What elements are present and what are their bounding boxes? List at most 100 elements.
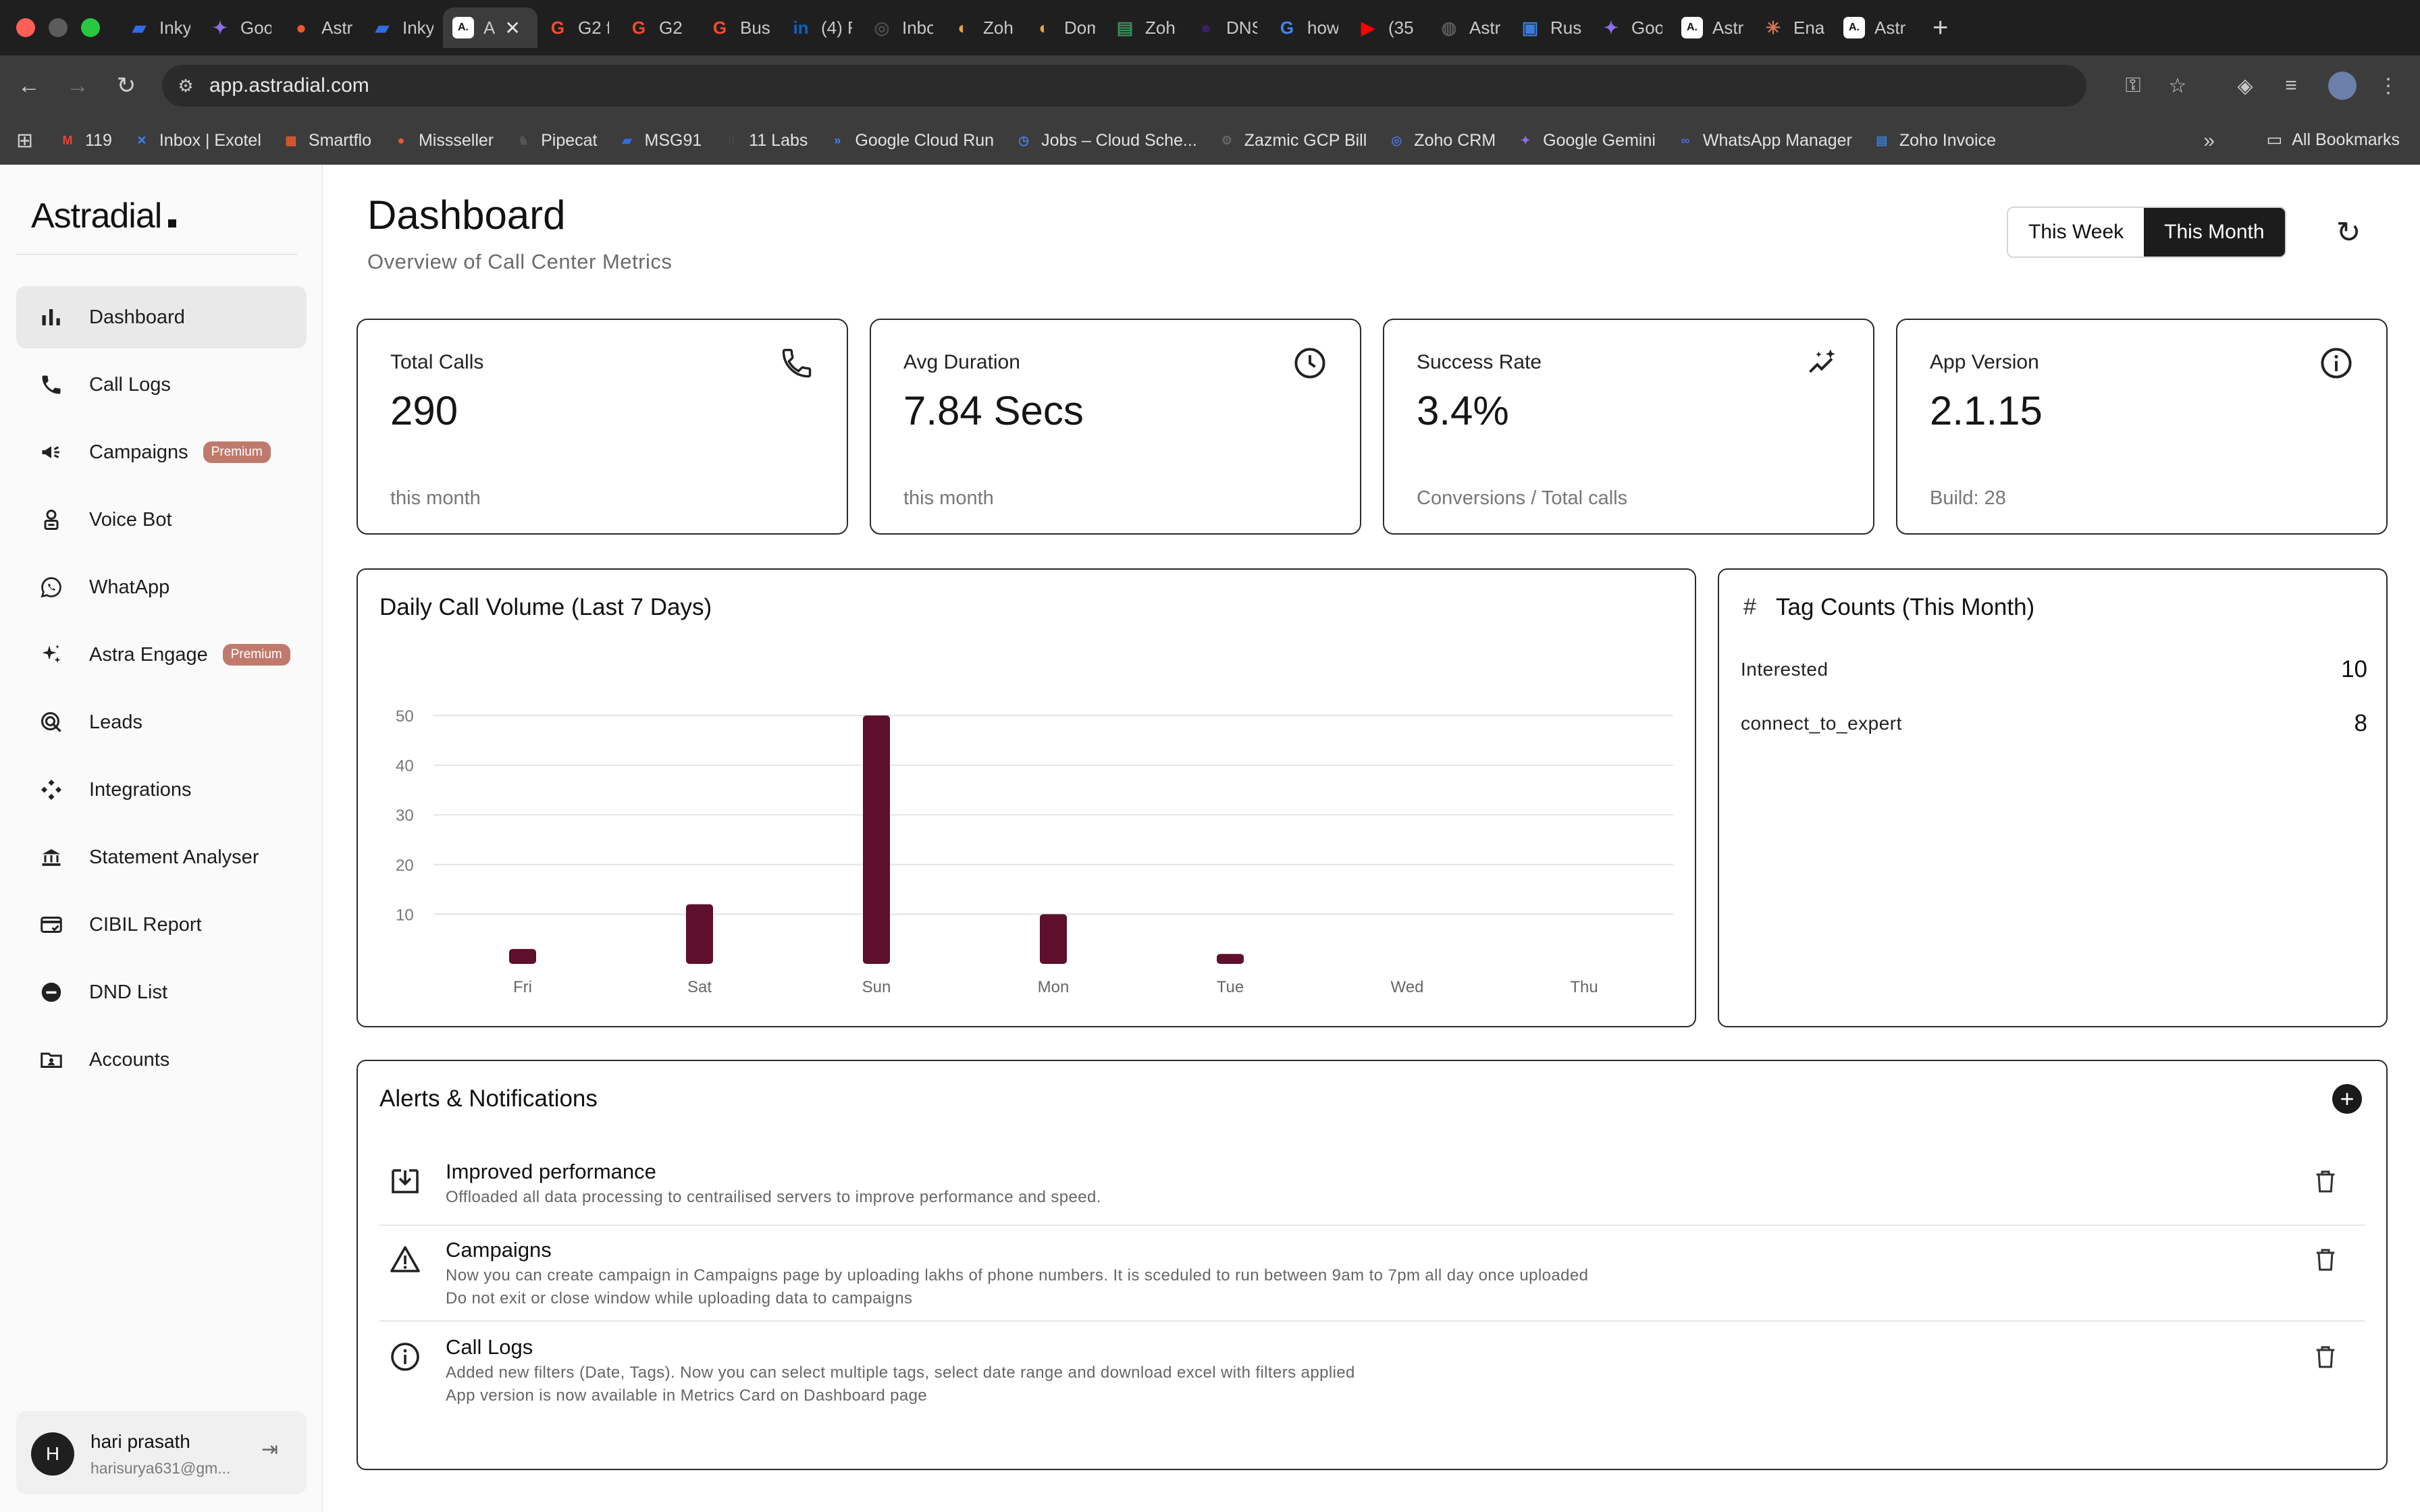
close-tab-icon[interactable]: ✕	[504, 17, 521, 38]
tab-title: Inky	[402, 17, 433, 38]
bar-sat[interactable]	[686, 904, 713, 964]
user-profile[interactable]: H hari prasath harisurya631@gm... ⇥	[16, 1411, 307, 1494]
bar-mon[interactable]	[1040, 914, 1067, 964]
browser-tab[interactable]: ◐ Zoho	[943, 7, 1024, 48]
trend-sparkle-icon	[1804, 344, 1842, 382]
browser-tab[interactable]: ◐ Dom	[1024, 7, 1105, 48]
bookmark-item[interactable]: ▤ Zoho Invoice	[1872, 131, 1996, 151]
bookmark-item[interactable]: M 119	[58, 131, 112, 151]
sidebar-item-cibil-report[interactable]: CIBIL Report	[16, 894, 307, 956]
browser-tab[interactable]: G G2 f	[537, 7, 619, 48]
info-icon	[2317, 344, 2355, 382]
sidebar-item-campaigns[interactable]: Campaigns Premium	[16, 421, 307, 483]
tab-active[interactable]: A. A ✕	[443, 7, 537, 48]
browser-toolbar: ← → ↻ ⚙ app.astradial.com ⚿ ☆ ◈ ≡ ⋮	[0, 55, 2420, 116]
sidebar-item-voice-bot[interactable]: Voice Bot	[16, 489, 307, 551]
brand-logo[interactable]: Astradial	[31, 196, 177, 236]
all-bookmarks-button[interactable]: ▭ All Bookmarks	[2267, 130, 2400, 150]
media-control-icon[interactable]: ≡	[2285, 74, 2297, 97]
x-tick-label: Sun	[862, 978, 891, 996]
sidebar-nav: Dashboard Call Logs Campaigns Premium Voice …	[16, 286, 307, 1096]
browser-tab[interactable]: ◍ Astr	[1429, 7, 1510, 48]
add-alert-button[interactable]: +	[2332, 1084, 2362, 1114]
browser-tab[interactable]: ✦ Goo	[1591, 7, 1672, 48]
browser-tab[interactable]: ✳ Enal	[1753, 7, 1834, 48]
bookmark-item[interactable]: ⚙ Zazmic GCP Bill	[1217, 131, 1367, 151]
browser-tab[interactable]: G Busi	[700, 7, 781, 48]
refresh-icon[interactable]: ↻	[2336, 215, 2361, 249]
new-tab-icon[interactable]: +	[1932, 12, 1949, 43]
bookmark-item[interactable]: ✦ Google Gemini	[1516, 131, 1656, 151]
sidebar-item-leads[interactable]: Leads	[16, 691, 307, 753]
sidebar-item-astra-engage[interactable]: Astra Engage Premium	[16, 624, 307, 686]
back-icon[interactable]: ←	[18, 72, 41, 99]
bookmark-item[interactable]: II 11 Labs	[722, 131, 808, 151]
x-tick-label: Fri	[513, 978, 532, 996]
browser-tab[interactable]: ▣ Rust	[1510, 7, 1591, 48]
bookmark-item[interactable]: ✕ Inbox | Exotel	[132, 131, 261, 151]
favicon-icon: G	[550, 17, 565, 38]
trash-icon[interactable]	[2311, 1165, 2340, 1197]
bookmark-star-icon[interactable]: ☆	[2168, 74, 2187, 97]
minimize-window-button[interactable]	[49, 18, 68, 37]
address-bar[interactable]: ⚙ app.astradial.com	[162, 65, 2086, 107]
close-window-button[interactable]	[16, 18, 35, 37]
bar-chart-icon	[36, 302, 66, 332]
bookmark-label: 11 Labs	[749, 130, 808, 150]
sidebar-item-whatapp[interactable]: WhatApp	[16, 556, 307, 618]
this-month-button[interactable]: This Month	[2144, 208, 2285, 256]
sidebar-item-call-logs[interactable]: Call Logs	[16, 354, 307, 416]
sidebar-item-dnd-list[interactable]: DND List	[16, 961, 307, 1023]
browser-tab[interactable]: ▶ (35	[1348, 7, 1429, 48]
download-tray-icon	[389, 1165, 421, 1197]
browser-tab[interactable]: ◎ Inbo	[862, 7, 943, 48]
sidebar-item-accounts[interactable]: Accounts	[16, 1029, 307, 1091]
browser-tab[interactable]: A. Astr	[1834, 7, 1915, 48]
bookmark-item[interactable]: ● Missseller	[392, 131, 494, 151]
browser-tab[interactable]: G G2	[619, 7, 700, 48]
sidebar-item-dashboard[interactable]: Dashboard	[16, 286, 307, 348]
extension-icon[interactable]: ◈	[2237, 74, 2253, 97]
bookmark-item[interactable]: ∞ WhatsApp Manager	[1676, 131, 1852, 151]
bookmark-item[interactable]: ▰ MSG91	[618, 131, 702, 151]
bookmark-item[interactable]: ♞ Pipecat	[514, 131, 597, 151]
maximize-window-button[interactable]	[81, 18, 100, 37]
browser-menu-icon[interactable]: ⋮	[2378, 74, 2398, 97]
browser-tab[interactable]: ▤ Zoho	[1105, 7, 1186, 48]
bookmark-item[interactable]: ◷ Jobs – Cloud Sche...	[1014, 131, 1197, 151]
browser-tab[interactable]: ✦ Goo	[200, 7, 281, 48]
bar-tue[interactable]	[1217, 954, 1244, 964]
apps-grid-icon[interactable]: ⊞	[16, 129, 34, 152]
password-key-icon[interactable]: ⚿	[2125, 74, 2141, 97]
bar-chart: 10 20 30 40 50 Fri Sat Sun Mon Tue Wed Thu	[396, 707, 1673, 996]
card-footnote: this month	[903, 487, 994, 509]
this-week-button[interactable]: This Week	[2008, 208, 2145, 256]
logout-icon[interactable]: ⇥	[261, 1438, 278, 1461]
bookmark-item[interactable]: ◎ Zoho CRM	[1387, 131, 1496, 151]
sidebar-item-label: Statement Analyser	[89, 846, 259, 868]
sidebar-item-statement-analyser[interactable]: Statement Analyser	[16, 826, 307, 888]
browser-tab[interactable]: ● DNS	[1186, 7, 1267, 48]
browser-tab[interactable]: A. Astr	[1672, 7, 1753, 48]
trash-icon[interactable]	[2311, 1341, 2340, 1373]
reload-icon[interactable]: ↻	[116, 73, 136, 99]
more-bookmarks-icon[interactable]: »	[2203, 130, 2215, 152]
site-settings-icon[interactable]: ⚙	[178, 75, 194, 96]
browser-tab[interactable]: ▰ Inky	[362, 7, 443, 48]
bookmark-item[interactable]: » Google Cloud Run	[828, 131, 994, 151]
profile-avatar-icon[interactable]	[2328, 72, 2357, 100]
bookmark-label: Zazmic GCP Bill	[1244, 130, 1367, 150]
premium-badge: Premium	[203, 441, 271, 463]
bookmark-item[interactable]: ▦ Smartflo	[282, 131, 371, 151]
sidebar-item-integrations[interactable]: Integrations	[16, 759, 307, 821]
forward-icon[interactable]: →	[66, 72, 89, 99]
trash-icon[interactable]	[2311, 1243, 2340, 1276]
browser-tab[interactable]: in (4) F	[781, 7, 862, 48]
tab-title: Enal	[1793, 17, 1824, 38]
bar-fri[interactable]	[509, 948, 536, 964]
browser-tab[interactable]: ● Astr	[281, 7, 362, 48]
bar-sun[interactable]	[863, 716, 890, 964]
alert-description: Added new filters (Date, Tags). Now you …	[446, 1364, 1355, 1382]
browser-tab[interactable]: ▰ Inky	[119, 7, 200, 48]
